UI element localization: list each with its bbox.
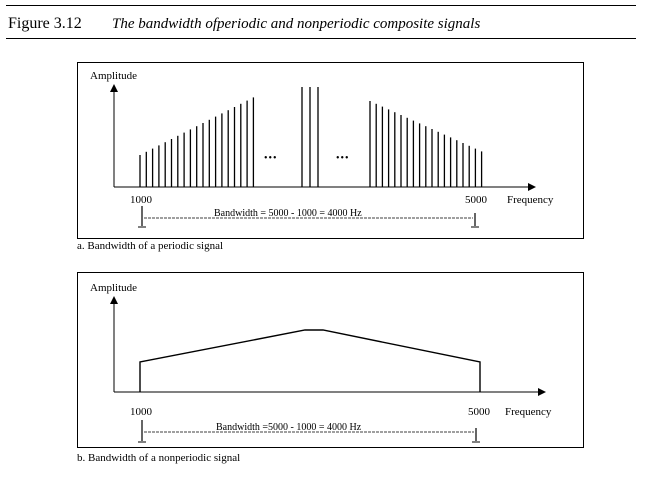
amplitude-label: Amplitude bbox=[90, 282, 137, 294]
nonperiodic-spectrum-diagram: Amplitude Frequency 1000 5000 Bandwidth … bbox=[90, 282, 552, 443]
frequency-label: Frequency bbox=[505, 406, 552, 418]
ellipsis-right: ••• bbox=[336, 153, 350, 164]
bandwidth-text: Bandwidth = 5000 - 1000 = 4000 Hz bbox=[214, 208, 362, 219]
periodic-spectrum-diagram: Amplitude Frequency 1000 5000 ••• ••• Ba… bbox=[90, 70, 554, 228]
high-frequency-label: 5000 bbox=[468, 406, 491, 418]
continuous-spectrum bbox=[139, 329, 481, 392]
low-frequency-label: 1000 bbox=[130, 406, 153, 418]
amplitude-label: Amplitude bbox=[90, 70, 137, 82]
periodic-signal-panel: Amplitude Frequency 1000 5000 ••• ••• Ba… bbox=[77, 62, 584, 239]
frequency-label: Frequency bbox=[507, 194, 554, 206]
low-frequency-label: 1000 bbox=[130, 194, 153, 206]
figure-header: Figure 3.12 The bandwidth ofperiodic and… bbox=[6, 9, 636, 37]
figure-label: Figure 3.12 bbox=[8, 15, 82, 32]
high-frequency-label: 5000 bbox=[465, 194, 488, 206]
periodic-subcaption: a. Bandwidth of a periodic signal bbox=[77, 240, 224, 252]
spectral-lines bbox=[139, 87, 483, 187]
ellipsis-left: ••• bbox=[264, 153, 278, 164]
figure-top-rule bbox=[6, 5, 636, 6]
bandwidth-text: Bandwidth =5000 - 1000 = 4000 Hz bbox=[216, 422, 362, 433]
nonperiodic-subcaption: b. Bandwidth of a nonperiodic signal bbox=[77, 452, 241, 464]
figure-bottom-rule bbox=[6, 38, 636, 39]
figure-caption: The bandwidth ofperiodic and nonperiodic… bbox=[112, 16, 481, 32]
nonperiodic-signal-panel: Amplitude Frequency 1000 5000 Bandwidth … bbox=[77, 272, 584, 448]
